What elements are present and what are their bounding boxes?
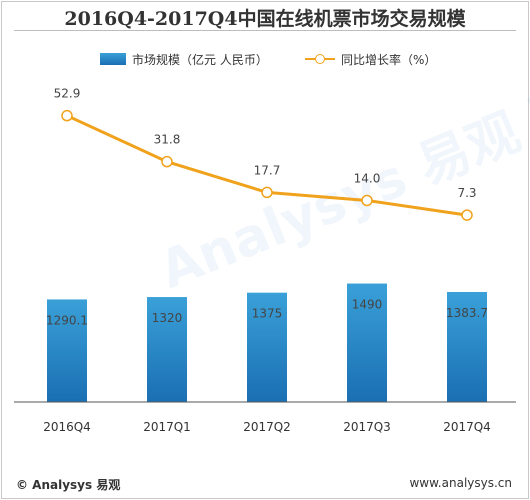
bar-value-label: 1490 bbox=[352, 298, 383, 312]
chart-title: 2016Q4-2017Q4中国在线机票市场交易规模 bbox=[64, 8, 466, 30]
growth-value-label: 7.3 bbox=[457, 186, 476, 200]
legend-item-bar: 市场规模（亿元 人民币） bbox=[100, 50, 268, 68]
legend-item-line: 同比增长率（%） bbox=[305, 50, 436, 68]
footer-url: www.analysys.cn bbox=[409, 476, 512, 490]
growth-point-2017Q2 bbox=[261, 186, 273, 199]
bar-value-label: 1290.1 bbox=[46, 313, 88, 327]
legend-line-swatch bbox=[305, 53, 335, 65]
bar-value-label: 1320 bbox=[152, 311, 183, 325]
growth-value-label: 14.0 bbox=[354, 171, 381, 185]
x-tick-label: 2017Q4 bbox=[443, 420, 491, 434]
bar-value-label: 1383.7 bbox=[446, 306, 488, 320]
watermark-text: Analysys 易观 要的数据分析 bbox=[152, 0, 530, 301]
x-tick-label: 2017Q1 bbox=[143, 420, 191, 434]
bar-2016Q4 bbox=[47, 299, 87, 402]
growth-value-label: 31.8 bbox=[154, 133, 181, 147]
x-tick-label: 2017Q2 bbox=[243, 420, 291, 434]
growth-value-label: 52.9 bbox=[54, 87, 81, 101]
growth-point-2017Q4 bbox=[461, 209, 473, 221]
bar-2017Q3 bbox=[347, 283, 387, 402]
legend-bar-label: 市场规模（亿元 人民币） bbox=[132, 52, 268, 67]
legend-line-label: 同比增长率（%） bbox=[341, 52, 437, 67]
bar-2017Q2 bbox=[247, 292, 287, 402]
legend-bar-swatch bbox=[100, 53, 126, 65]
bar-2017Q4 bbox=[447, 291, 487, 402]
footer-source: © Analysys 易观 bbox=[16, 478, 121, 492]
bar-2017Q1 bbox=[147, 297, 187, 402]
growth-point-2016Q4 bbox=[61, 109, 73, 122]
growth-value-label: 17.7 bbox=[254, 163, 281, 177]
x-tick-label: 2017Q3 bbox=[343, 420, 391, 434]
growth-point-2017Q1 bbox=[161, 155, 173, 168]
bar-value-label: 1375 bbox=[252, 307, 283, 321]
growth-point-2017Q3 bbox=[361, 194, 373, 207]
title-divider bbox=[14, 30, 516, 31]
x-tick-label: 2016Q4 bbox=[43, 420, 91, 434]
